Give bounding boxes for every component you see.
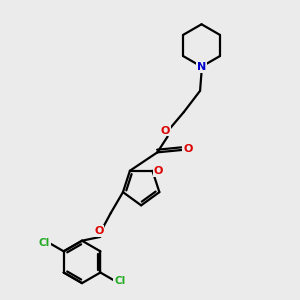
Text: O: O — [160, 126, 170, 136]
Text: O: O — [154, 166, 163, 176]
Text: N: N — [197, 62, 206, 72]
Text: Cl: Cl — [114, 276, 125, 286]
Text: O: O — [183, 144, 193, 154]
Text: O: O — [94, 226, 104, 236]
Text: Cl: Cl — [39, 238, 50, 248]
